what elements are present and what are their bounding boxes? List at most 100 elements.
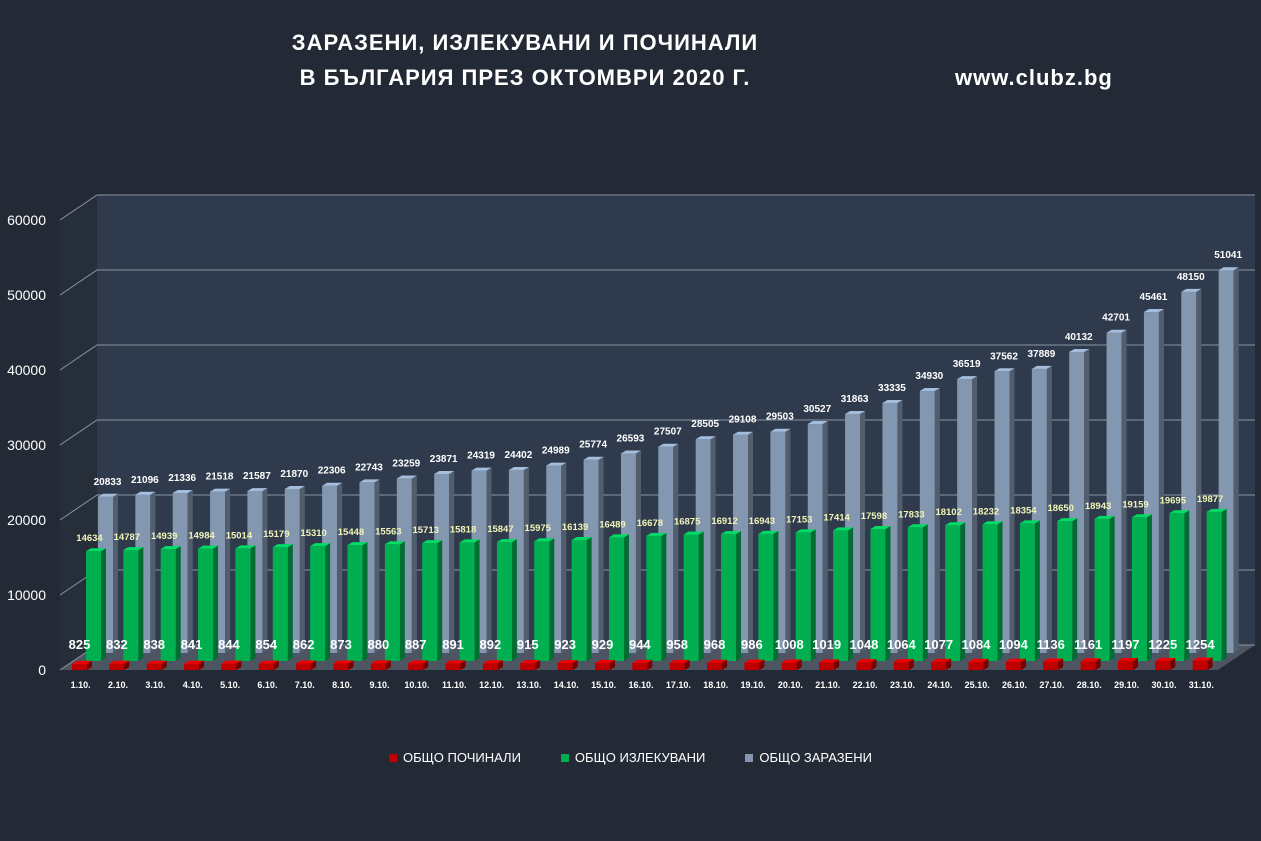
bar-deaths-top — [221, 660, 242, 664]
bar-infected-top — [434, 470, 455, 474]
bar-deaths — [669, 659, 690, 670]
bar-recovered-side — [773, 530, 779, 661]
bar-infected-side — [225, 488, 231, 653]
bar-recovered — [160, 545, 181, 661]
bar-recovered-front — [86, 551, 101, 661]
bar-deaths-top — [146, 660, 167, 664]
bar-infected-top — [322, 482, 343, 486]
bar-deaths-side — [759, 659, 765, 670]
bar-recovered-side — [736, 531, 742, 661]
legend-item-infected: ОБЩО ЗАРАЗЕНИ — [745, 750, 872, 765]
legend-label-deaths: ОБЩО ПОЧИНАЛИ — [402, 750, 521, 765]
bar-deaths-side — [1170, 657, 1176, 670]
data-label-infected: 51041 — [1214, 250, 1242, 261]
bar-infected-side — [449, 470, 455, 653]
bar-infected-top — [98, 493, 118, 497]
bar-recovered — [683, 531, 704, 661]
bar-deaths-front — [893, 662, 909, 670]
bar-deaths — [968, 658, 989, 670]
data-label-infected: 24319 — [467, 451, 495, 462]
bar-recovered-top — [833, 527, 854, 531]
bar-recovered-front — [534, 541, 550, 661]
bar-recovered-front — [982, 524, 998, 661]
bar-recovered-front — [123, 550, 139, 661]
data-label-deaths: 968 — [704, 637, 726, 652]
bar-recovered — [422, 540, 443, 661]
data-label-recovered: 19695 — [1160, 495, 1187, 506]
bar-recovered-front — [758, 533, 774, 661]
bar-deaths-front — [707, 662, 723, 670]
bar-recovered — [534, 538, 555, 661]
bar-deaths-top — [482, 660, 503, 664]
bar-recovered — [1206, 508, 1227, 661]
data-label-recovered: 16875 — [674, 516, 701, 527]
bar-recovered-top — [1057, 518, 1078, 522]
bar-deaths-side — [497, 660, 503, 670]
bar-infected-top — [658, 443, 679, 447]
data-label-deaths: 1084 — [962, 637, 992, 652]
bar-infected-side — [822, 421, 828, 653]
bar-recovered — [272, 544, 293, 661]
bar-infected-top — [546, 462, 567, 466]
bar-deaths-side — [1132, 658, 1138, 670]
x-tick-label: 10.10. — [404, 680, 429, 690]
bar-deaths — [893, 659, 914, 670]
bar-deaths-side — [1058, 658, 1064, 670]
bar-deaths-front — [1005, 661, 1021, 670]
bar-deaths-top — [781, 659, 802, 663]
x-tick-label: 28.10. — [1077, 680, 1102, 690]
bar-recovered-front — [646, 535, 662, 661]
bar-infected-top — [396, 475, 417, 479]
bar-recovered-top — [1131, 514, 1152, 518]
bar-recovered — [721, 531, 742, 661]
bar-deaths-front — [1192, 660, 1208, 670]
bar-infected-top — [583, 456, 604, 460]
bar-recovered-side — [549, 538, 555, 661]
bar-deaths-side — [834, 659, 840, 670]
bar-infected-side — [710, 436, 716, 653]
bar-deaths-top — [296, 660, 317, 664]
data-label-infected: 36519 — [953, 359, 981, 370]
bar-deaths-top — [1117, 658, 1138, 662]
bar-deaths-side — [124, 660, 130, 670]
y-tick-label: 60000 — [7, 212, 46, 228]
bar-recovered — [459, 539, 480, 661]
bar-deaths-side — [1207, 657, 1213, 670]
data-label-deaths: 915 — [517, 637, 539, 652]
data-label-deaths: 1094 — [999, 637, 1029, 652]
bar-recovered-side — [661, 532, 667, 661]
bar-deaths-top — [632, 659, 653, 663]
bar-infected-top — [359, 479, 380, 483]
data-label-recovered: 15847 — [487, 524, 513, 535]
bar-recovered-front — [833, 530, 849, 661]
bar-recovered-top — [459, 539, 480, 543]
bar-deaths-top — [445, 660, 466, 664]
source-url: www.clubz.bg — [955, 65, 1113, 90]
bar-recovered-front — [1057, 521, 1073, 661]
legend-swatch-infected — [745, 753, 754, 762]
data-label-recovered: 17833 — [898, 509, 924, 520]
bar-recovered-side — [138, 547, 144, 661]
bar-recovered-top — [982, 521, 1003, 525]
data-label-recovered: 17414 — [823, 512, 850, 523]
bar-recovered — [1131, 514, 1152, 661]
bar-deaths-front — [109, 663, 125, 670]
bar-recovered-side — [325, 543, 331, 661]
bar-deaths — [258, 660, 279, 670]
data-label-infected: 27507 — [654, 427, 682, 438]
bar-recovered-side — [437, 540, 443, 661]
bar-deaths-top — [707, 659, 728, 663]
data-label-recovered: 16678 — [637, 518, 663, 529]
bar-infected-top — [471, 467, 492, 471]
bar-infected-side — [972, 376, 978, 653]
bar-recovered-top — [496, 539, 517, 543]
bar-infected-top — [1031, 365, 1052, 369]
bar-recovered-top — [721, 531, 742, 535]
bar-deaths-front — [184, 663, 200, 670]
bar-infected-side — [673, 443, 679, 653]
data-label-deaths: 1225 — [1148, 637, 1177, 652]
data-label-recovered: 14787 — [114, 532, 140, 543]
bar-recovered — [198, 545, 219, 661]
data-label-deaths: 825 — [69, 637, 91, 652]
